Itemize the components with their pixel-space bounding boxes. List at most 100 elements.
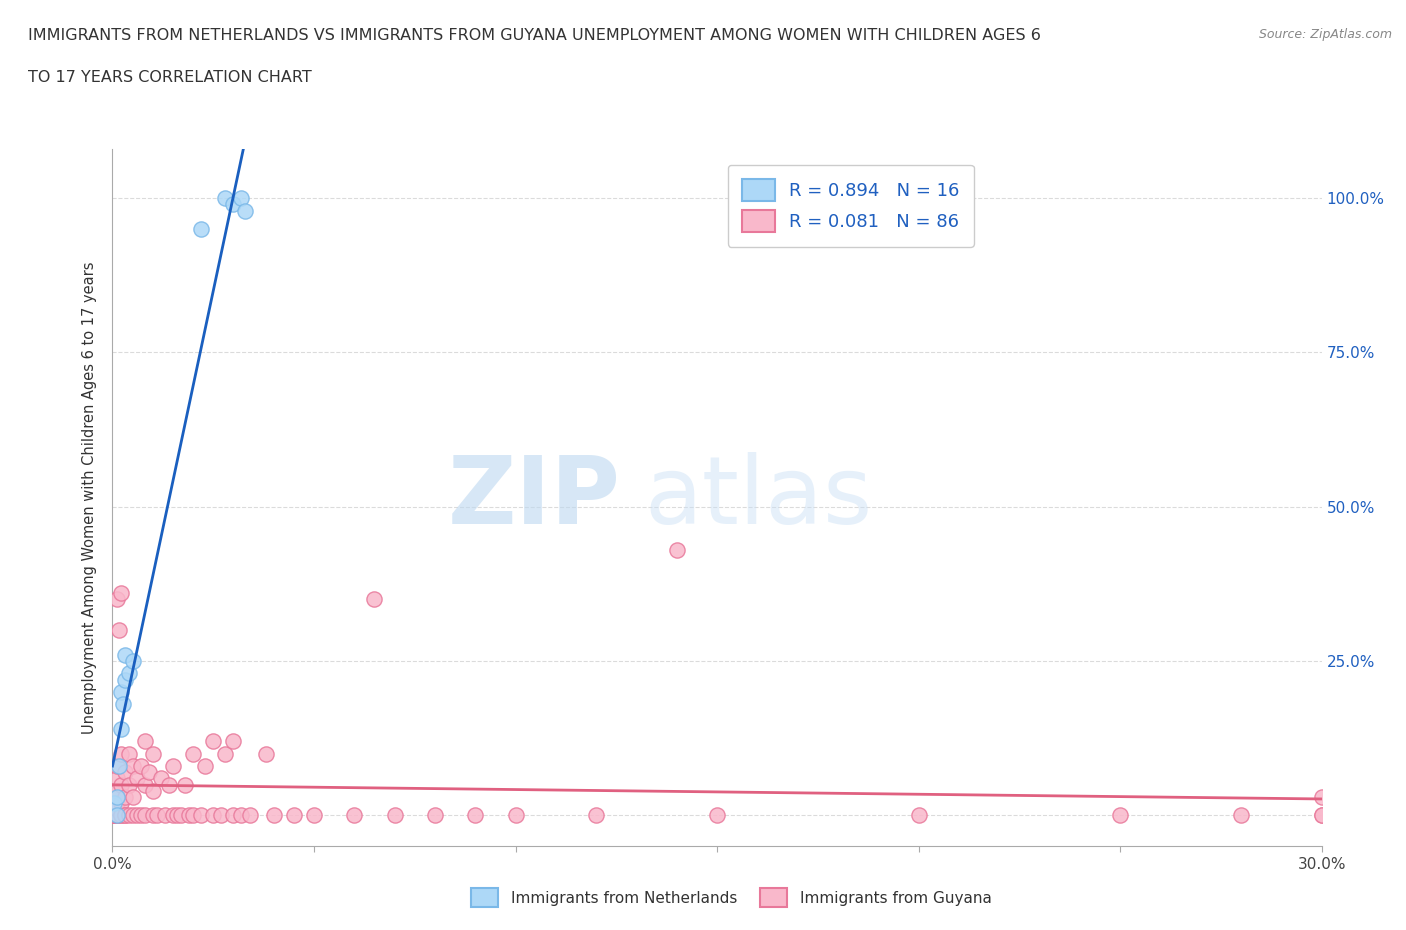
Point <box>107 623 129 638</box>
Point <box>105 802 128 817</box>
Point <box>907 808 929 823</box>
Point <box>117 746 139 761</box>
Point <box>1310 790 1333 804</box>
Point <box>254 746 277 761</box>
Text: TO 17 YEARS CORRELATION CHART: TO 17 YEARS CORRELATION CHART <box>28 70 312 85</box>
Legend: Immigrants from Netherlands, Immigrants from Guyana: Immigrants from Netherlands, Immigrants … <box>465 883 997 913</box>
Point <box>105 783 128 798</box>
Point <box>101 796 124 811</box>
Text: Source: ZipAtlas.com: Source: ZipAtlas.com <box>1258 28 1392 41</box>
Point <box>101 808 124 823</box>
Point <box>105 808 128 823</box>
Point <box>117 808 139 823</box>
Point <box>101 802 124 817</box>
Point <box>190 808 212 823</box>
Point <box>114 790 136 804</box>
Point <box>121 790 143 804</box>
Point <box>125 808 148 823</box>
Point <box>114 808 136 823</box>
Point <box>110 808 132 823</box>
Point <box>1310 808 1333 823</box>
Point <box>138 764 160 779</box>
Point <box>105 796 128 811</box>
Point <box>665 542 688 557</box>
Legend: R = 0.894   N = 16, R = 0.081   N = 86: R = 0.894 N = 16, R = 0.081 N = 86 <box>728 165 974 246</box>
Point <box>110 796 132 811</box>
Point <box>263 808 285 823</box>
Point <box>110 586 132 601</box>
Point <box>110 746 132 761</box>
Point <box>1230 808 1253 823</box>
Point <box>105 771 128 786</box>
Point <box>117 777 139 792</box>
Point <box>111 697 134 711</box>
Point <box>101 808 124 823</box>
Point <box>110 808 132 823</box>
Point <box>194 759 217 774</box>
Point <box>142 746 165 761</box>
Point <box>214 746 236 761</box>
Point <box>129 759 152 774</box>
Point <box>101 783 124 798</box>
Point <box>114 647 136 662</box>
Point <box>149 771 172 786</box>
Point <box>117 666 139 681</box>
Point <box>114 672 136 687</box>
Point <box>103 808 125 823</box>
Point <box>110 722 132 737</box>
Point <box>231 191 253 206</box>
Point <box>142 783 165 798</box>
Point <box>105 808 128 823</box>
Point <box>384 808 406 823</box>
Point <box>181 746 204 761</box>
Point <box>162 759 184 774</box>
Point <box>202 734 225 749</box>
Point <box>114 764 136 779</box>
Point <box>585 808 607 823</box>
Point <box>302 808 325 823</box>
Point <box>157 777 180 792</box>
Point <box>1109 808 1132 823</box>
Point <box>363 592 385 607</box>
Point <box>214 191 236 206</box>
Text: ZIP: ZIP <box>447 452 620 543</box>
Point <box>153 808 176 823</box>
Point <box>129 808 152 823</box>
Y-axis label: Unemployment Among Women with Children Ages 6 to 17 years: Unemployment Among Women with Children A… <box>82 261 97 734</box>
Point <box>142 808 165 823</box>
Point <box>190 221 212 236</box>
Point <box>177 808 200 823</box>
Point <box>121 808 143 823</box>
Point <box>103 796 125 811</box>
Point <box>1310 808 1333 823</box>
Point <box>134 734 156 749</box>
Point <box>110 777 132 792</box>
Point <box>105 759 128 774</box>
Point <box>107 759 129 774</box>
Point <box>283 808 305 823</box>
Point <box>238 808 260 823</box>
Point <box>166 808 188 823</box>
Point <box>464 808 486 823</box>
Point <box>114 808 136 823</box>
Point <box>222 808 245 823</box>
Point <box>105 790 128 804</box>
Text: atlas: atlas <box>644 452 873 543</box>
Point <box>423 808 446 823</box>
Point <box>231 808 253 823</box>
Point <box>103 808 125 823</box>
Point <box>105 808 128 823</box>
Point <box>181 808 204 823</box>
Point <box>146 808 169 823</box>
Text: IMMIGRANTS FROM NETHERLANDS VS IMMIGRANTS FROM GUYANA UNEMPLOYMENT AMONG WOMEN W: IMMIGRANTS FROM NETHERLANDS VS IMMIGRANT… <box>28 28 1040 43</box>
Point <box>209 808 232 823</box>
Point <box>222 734 245 749</box>
Point <box>125 771 148 786</box>
Point <box>121 759 143 774</box>
Point <box>134 777 156 792</box>
Point <box>162 808 184 823</box>
Point <box>235 203 257 218</box>
Point <box>170 808 193 823</box>
Point <box>505 808 527 823</box>
Point <box>202 808 225 823</box>
